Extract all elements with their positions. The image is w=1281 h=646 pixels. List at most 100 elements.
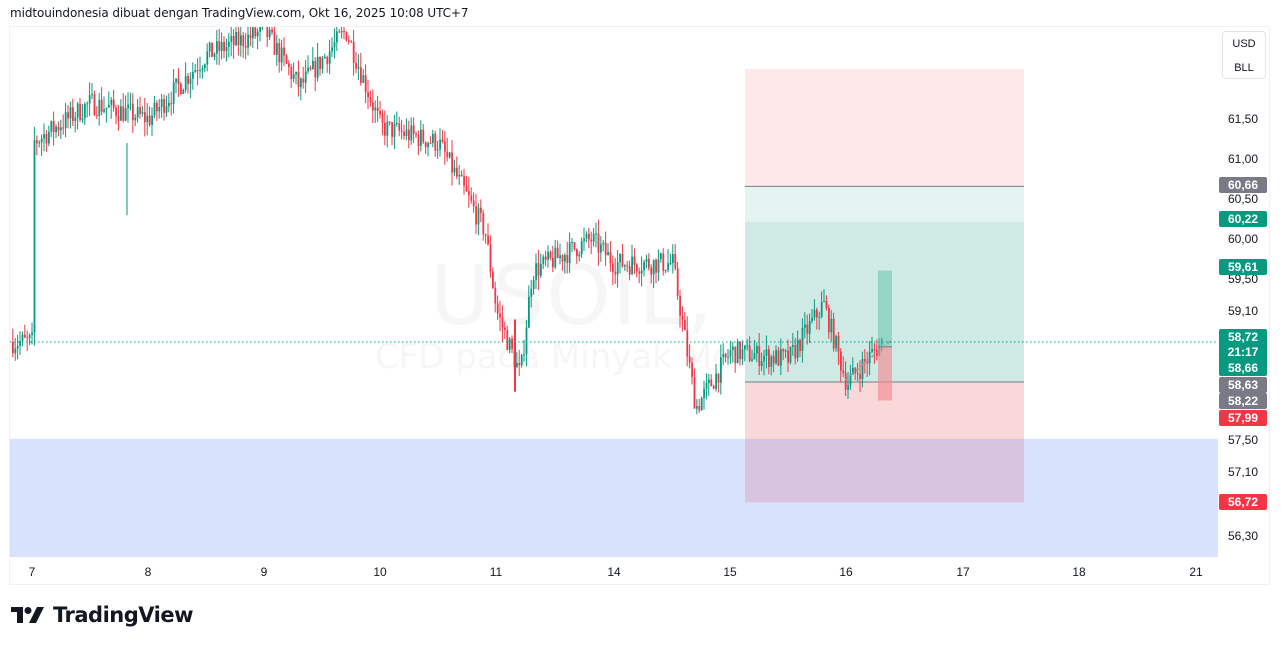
candle-up — [756, 345, 758, 354]
candle-down — [544, 256, 547, 260]
candle-up — [204, 64, 206, 69]
tradingview-logo[interactable]: TradingView — [11, 603, 193, 627]
candle-up — [110, 99, 113, 105]
candle-down — [180, 83, 182, 94]
price-tick: 59,10 — [1228, 304, 1259, 319]
candle-down — [408, 129, 410, 141]
candle-down — [451, 152, 453, 173]
candle-down — [518, 363, 521, 366]
candle-up — [151, 115, 153, 125]
candle-up — [393, 123, 396, 137]
target-zone-outer — [745, 186, 1024, 222]
candle-up — [619, 253, 621, 263]
candle-up — [55, 126, 57, 133]
candle-down — [62, 127, 65, 129]
candle-down — [734, 346, 737, 364]
candlestick-chart[interactable] — [10, 27, 1218, 557]
candle-down — [686, 330, 689, 357]
price-tick: 56,30 — [1228, 529, 1259, 544]
candle-up — [871, 349, 873, 352]
candle-up — [175, 78, 177, 83]
candle-up — [307, 67, 309, 72]
candle-up — [189, 78, 192, 84]
candle-down — [343, 31, 345, 33]
candle-down — [590, 239, 593, 242]
candle-up — [235, 32, 237, 46]
candle-up — [256, 31, 259, 37]
unit-selector[interactable]: USD BLL — [1222, 31, 1266, 79]
candle-down — [859, 374, 861, 379]
candle-down — [283, 47, 285, 56]
candle-down — [662, 253, 665, 271]
candle-up — [669, 263, 672, 265]
candle-down — [506, 329, 509, 350]
candle-up — [568, 242, 571, 264]
candle-down — [681, 316, 684, 320]
candle-down — [446, 151, 449, 158]
price-label: 21:17 — [1219, 344, 1267, 360]
price-range-down — [878, 346, 892, 401]
candle-up — [580, 241, 583, 255]
candle-up — [602, 242, 605, 245]
candle-up — [192, 72, 194, 79]
candle-up — [439, 139, 441, 150]
candle-up — [736, 341, 739, 364]
candle-up — [664, 270, 667, 272]
candle-down — [576, 249, 578, 257]
candle-up — [583, 238, 585, 242]
price-label: 56,72 — [1219, 494, 1267, 510]
candle-up — [616, 262, 619, 275]
time-tick: 9 — [260, 565, 268, 579]
candle-down — [249, 34, 252, 39]
candle-up — [753, 353, 756, 360]
candle-down — [355, 62, 357, 69]
time-axis[interactable]: 7 8 9 10 11 14 15 16 17 18 21 — [10, 557, 1218, 584]
candle-up — [715, 373, 717, 389]
candle-up — [88, 95, 91, 104]
candle-up — [324, 56, 326, 58]
price-axis[interactable]: 61,50 61,00 60,50 60,00 59,50 59,10 57,50 57,10… — [1218, 27, 1269, 557]
price-label: 58,66 — [1219, 360, 1267, 376]
chart-caption: midtouindonesia dibuat dengan TradingVie… — [10, 6, 469, 20]
chart-pane[interactable]: USOIL, 30 CFD pada Minyak Mentah WTI — [10, 27, 1218, 557]
candle-up — [847, 385, 849, 390]
candle-up — [792, 345, 794, 347]
time-tick: 14 — [607, 565, 621, 579]
candle-down — [273, 32, 276, 55]
candle-down — [376, 107, 379, 111]
candle-up — [321, 57, 324, 70]
candle-up — [696, 406, 698, 409]
candle-down — [403, 131, 405, 137]
candle-down — [748, 345, 751, 361]
candle-down — [148, 115, 151, 125]
candle-up — [578, 254, 581, 257]
candle-up — [571, 242, 573, 244]
candle-down — [739, 341, 741, 360]
candle-down — [504, 327, 506, 330]
candle-up — [432, 133, 434, 143]
candle-down — [844, 373, 847, 390]
candle-down — [674, 253, 677, 269]
candle-down — [573, 242, 576, 250]
candle-down — [494, 287, 497, 304]
candle-up — [672, 253, 674, 264]
candle-up — [595, 233, 597, 235]
candle-up — [292, 74, 295, 79]
candle-down — [309, 67, 312, 69]
demand-zone — [10, 438, 1218, 557]
candle-up — [520, 354, 523, 366]
currency-label: USD — [1232, 38, 1256, 50]
candle-down — [537, 263, 540, 276]
candle-up — [780, 349, 782, 366]
candle-down — [79, 103, 81, 120]
candle-down — [856, 373, 859, 375]
candle-up — [640, 270, 643, 274]
time-tick: 17 — [956, 565, 970, 579]
candle-down — [691, 362, 693, 377]
candle-up — [91, 94, 93, 96]
candle-up — [532, 279, 535, 289]
candle-up — [333, 42, 336, 48]
candle-down — [712, 386, 715, 389]
candle-down — [724, 353, 727, 358]
candle-down — [648, 258, 650, 268]
